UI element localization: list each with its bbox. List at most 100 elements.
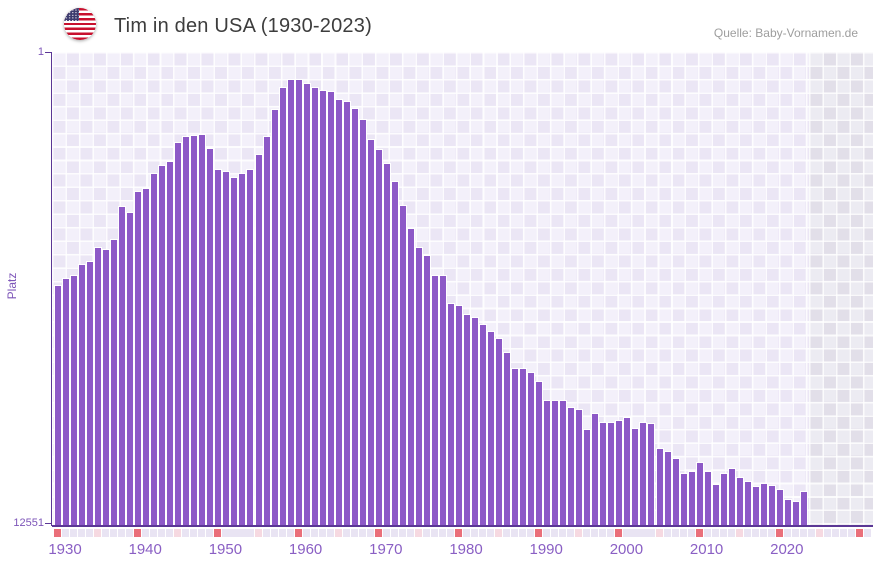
bar-1941[interactable] (142, 187, 151, 525)
bar-1934[interactable] (86, 260, 95, 525)
bar-1954[interactable] (246, 168, 255, 525)
bar-1971[interactable] (382, 162, 391, 525)
bar-1978[interactable] (438, 274, 447, 525)
bar-1987[interactable] (511, 368, 520, 525)
bar-1982[interactable] (471, 317, 480, 525)
bar-1940[interactable] (134, 190, 143, 525)
bar-1958[interactable] (278, 87, 287, 525)
bar-1930[interactable] (54, 285, 62, 525)
bar-2002[interactable] (631, 427, 640, 525)
bar-1964[interactable] (326, 91, 335, 525)
bar-2001[interactable] (623, 416, 632, 525)
bar-2004[interactable] (647, 422, 656, 525)
bar-1946[interactable] (182, 136, 191, 525)
bar-1932[interactable] (70, 274, 79, 525)
tick-square-1973 (398, 529, 406, 537)
bar-1989[interactable] (527, 372, 536, 525)
bar-1960[interactable] (294, 79, 303, 525)
bar-1951[interactable] (222, 170, 231, 525)
bar-1961[interactable] (302, 83, 311, 525)
bar-2023[interactable] (799, 490, 808, 525)
tick-square-1943 (158, 529, 166, 537)
bar-1990[interactable] (535, 381, 544, 525)
bar-1965[interactable] (334, 99, 343, 525)
bar-1963[interactable] (318, 90, 327, 525)
bar-1959[interactable] (286, 79, 295, 525)
bar-2000[interactable] (615, 419, 624, 525)
x-axis-line (52, 525, 873, 528)
bar-2005[interactable] (655, 447, 664, 525)
bar-2007[interactable] (671, 457, 680, 525)
bar-1966[interactable] (342, 101, 351, 525)
bar-1993[interactable] (559, 399, 568, 525)
bar-1981[interactable] (463, 314, 472, 525)
bar-2016[interactable] (743, 480, 752, 525)
bar-2012[interactable] (711, 483, 720, 525)
bar-2015[interactable] (735, 476, 744, 525)
bar-2009[interactable] (687, 470, 696, 525)
bar-1937[interactable] (110, 238, 119, 525)
bar-1967[interactable] (350, 108, 359, 525)
bar-1949[interactable] (206, 148, 215, 525)
bar-1962[interactable] (310, 87, 319, 525)
tick-square-2024 (807, 529, 815, 537)
bar-1969[interactable] (366, 139, 375, 525)
bar-1953[interactable] (238, 172, 247, 525)
bar-1968[interactable] (358, 119, 367, 525)
bar-2018[interactable] (759, 482, 768, 525)
bar-1942[interactable] (150, 172, 159, 525)
bar-2008[interactable] (679, 472, 688, 525)
bar-1986[interactable] (503, 352, 512, 525)
bar-2003[interactable] (639, 421, 648, 525)
bar-1984[interactable] (487, 331, 496, 525)
bar-1952[interactable] (230, 176, 239, 525)
bar-2013[interactable] (719, 472, 728, 525)
bar-1992[interactable] (551, 399, 560, 525)
bar-1983[interactable] (479, 324, 488, 525)
bar-2022[interactable] (791, 500, 800, 525)
bar-2020[interactable] (775, 488, 784, 525)
bar-1948[interactable] (198, 134, 207, 525)
bar-1950[interactable] (214, 168, 223, 525)
bar-2006[interactable] (663, 450, 672, 525)
bar-1973[interactable] (398, 204, 407, 525)
bar-1997[interactable] (591, 412, 600, 525)
bar-1956[interactable] (262, 136, 271, 525)
bar-1999[interactable] (607, 421, 616, 525)
bar-1947[interactable] (190, 135, 199, 525)
bar-1957[interactable] (270, 109, 279, 525)
bar-1980[interactable] (455, 305, 463, 525)
bar-1995[interactable] (575, 408, 584, 525)
bar-1944[interactable] (166, 161, 175, 525)
bar-1998[interactable] (599, 421, 608, 525)
bar-1970[interactable] (374, 149, 383, 525)
bar-1955[interactable] (254, 154, 263, 525)
bar-1972[interactable] (390, 180, 399, 525)
bar-1977[interactable] (430, 274, 439, 525)
bar-1938[interactable] (118, 205, 127, 525)
bar-1976[interactable] (422, 254, 431, 525)
bar-1974[interactable] (406, 227, 415, 525)
bar-1994[interactable] (567, 406, 576, 525)
bar-1996[interactable] (583, 428, 592, 525)
bar-2019[interactable] (767, 484, 776, 525)
bar-1985[interactable] (495, 338, 504, 525)
bar-2021[interactable] (783, 498, 792, 525)
bar-1988[interactable] (519, 368, 528, 525)
bar-1935[interactable] (94, 246, 103, 525)
bar-1991[interactable] (543, 399, 552, 525)
bar-1933[interactable] (78, 263, 87, 525)
tick-square-1965 (334, 529, 342, 537)
bar-2011[interactable] (703, 470, 712, 525)
bar-1979[interactable] (446, 303, 455, 525)
bar-2014[interactable] (727, 467, 736, 525)
bar-1945[interactable] (174, 142, 183, 525)
bar-2010[interactable] (695, 461, 704, 525)
bar-1936[interactable] (102, 248, 111, 525)
bar-1931[interactable] (62, 277, 71, 525)
bar-1943[interactable] (158, 164, 167, 525)
bar-1975[interactable] (414, 246, 423, 525)
bar-2017[interactable] (751, 485, 760, 525)
bar-1939[interactable] (126, 211, 135, 525)
tick-square-1948 (198, 529, 206, 537)
